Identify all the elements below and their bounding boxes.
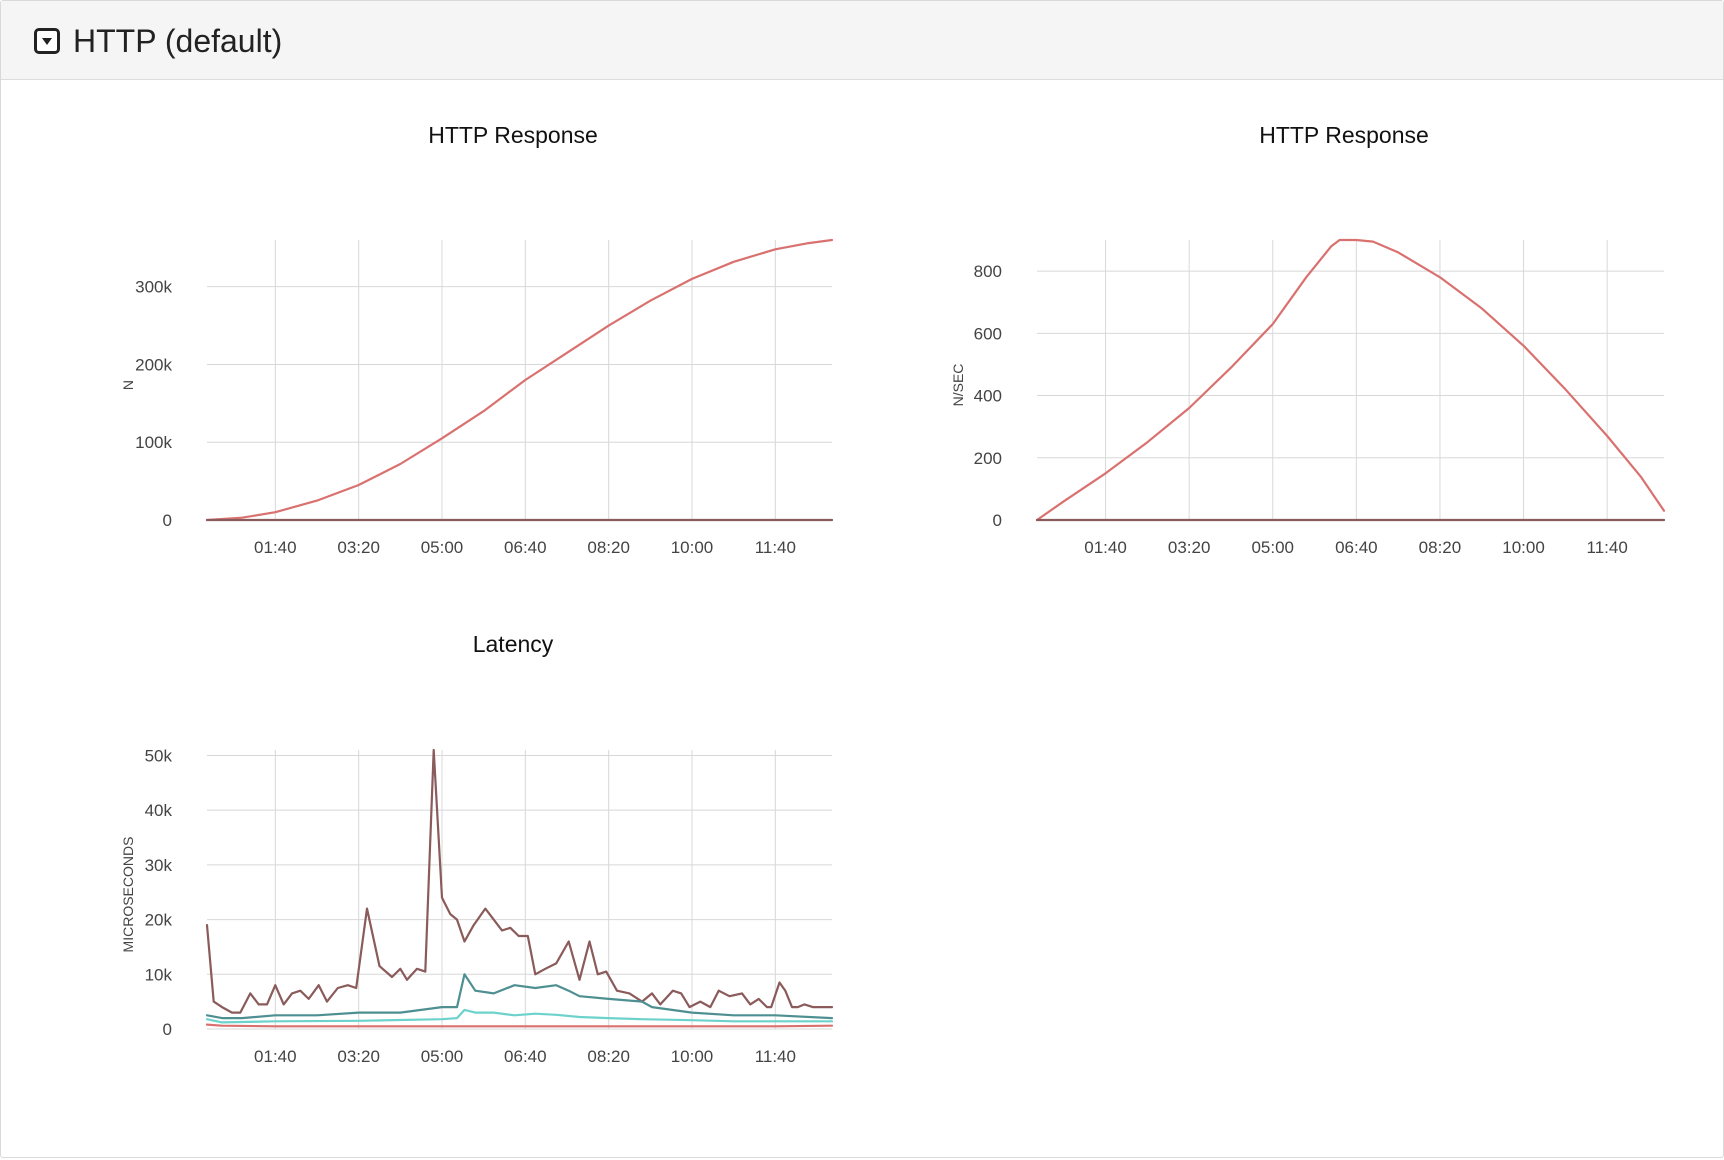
panel-title: HTTP (default) xyxy=(73,23,283,59)
panel-header[interactable]: HTTP (default) xyxy=(1,1,1723,80)
caret-down-square-icon[interactable] xyxy=(34,28,60,54)
